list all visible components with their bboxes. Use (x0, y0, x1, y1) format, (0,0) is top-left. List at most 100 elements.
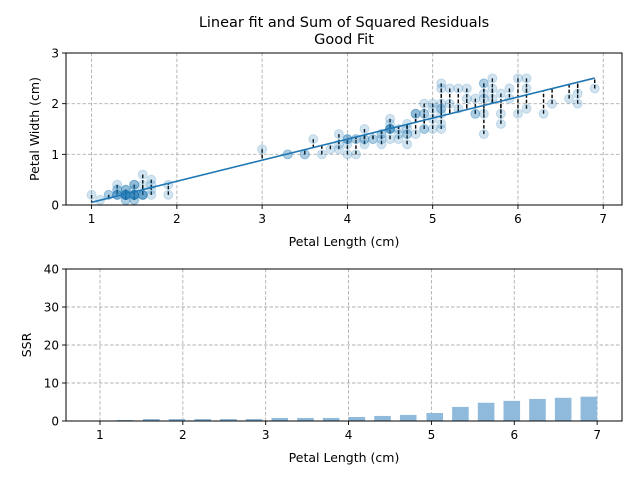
ssr-bar (116, 419, 134, 421)
y-tick-label: 3 (51, 47, 59, 61)
data-point (257, 144, 268, 155)
chart-title: Linear fit and Sum of Squared Residuals (199, 15, 489, 31)
ssr-bar (297, 417, 314, 421)
ssr-bar (271, 417, 289, 421)
ssr-bar (245, 418, 263, 421)
data-point (137, 169, 148, 180)
ssr-bar (529, 398, 546, 421)
data-point (325, 144, 336, 155)
data-point (589, 83, 600, 94)
data-point (495, 88, 506, 99)
data-point (402, 139, 413, 150)
y-tick-label: 0 (51, 199, 59, 213)
bottom-x-axis-label: Petal Length (cm) (289, 450, 400, 465)
data-point (436, 78, 447, 89)
data-point (146, 174, 157, 185)
x-tick-label: 6 (514, 212, 522, 226)
top-x-axis-label: Petal Length (cm) (289, 234, 400, 249)
data-point (385, 113, 396, 124)
data-point (521, 103, 532, 114)
data-point (487, 83, 498, 94)
data-point (86, 189, 97, 200)
data-point (129, 194, 140, 205)
data-point (308, 134, 319, 145)
data-point (376, 134, 387, 145)
data-point (564, 93, 575, 104)
data-point (419, 108, 430, 119)
data-point (470, 93, 481, 104)
data-point (163, 189, 174, 200)
data-point (419, 108, 430, 119)
x-tick-label: 2 (179, 428, 187, 442)
fit-line (91, 77, 595, 204)
data-point (359, 124, 370, 134)
data-point (495, 118, 506, 129)
data-point (393, 129, 404, 140)
data-point (572, 88, 583, 99)
data-point (120, 194, 131, 205)
y-tick-label: 0 (51, 415, 59, 429)
data-point (427, 103, 438, 114)
data-point (419, 124, 430, 134)
data-point (453, 83, 464, 94)
y-tick-label: 20 (44, 339, 59, 353)
data-point (129, 194, 140, 205)
data-point (359, 139, 370, 150)
ssr-bar (194, 418, 212, 421)
data-point (444, 83, 455, 94)
data-point (410, 129, 421, 140)
y-tick-label: 10 (44, 377, 59, 391)
data-point (572, 98, 583, 109)
data-point (436, 103, 447, 114)
data-point (512, 73, 523, 84)
x-tick-label: 5 (428, 428, 436, 442)
ssr-bar (348, 416, 366, 421)
data-point (120, 194, 131, 205)
ssr-bar (374, 415, 391, 421)
top-y-axis-label: Petal Width (cm) (27, 77, 42, 181)
data-point (146, 189, 157, 200)
ssr-bar (554, 397, 572, 421)
data-point (112, 184, 123, 195)
data-point (333, 129, 344, 140)
y-tick-label: 30 (44, 301, 59, 315)
ssr-bar (143, 418, 160, 421)
data-point (410, 108, 421, 119)
x-tick-label: 5 (429, 212, 437, 226)
data-point (504, 83, 515, 94)
x-tick-label: 3 (262, 428, 270, 442)
data-point (512, 108, 523, 119)
data-point (402, 129, 413, 140)
data-point (367, 134, 378, 145)
ssr-bar (168, 418, 186, 421)
x-tick-label: 6 (510, 428, 518, 442)
data-point (436, 124, 447, 134)
data-point (333, 144, 344, 155)
x-tick-label: 1 (96, 428, 104, 442)
axes-frame (65, 52, 623, 206)
data-point (419, 124, 430, 134)
data-point (521, 83, 532, 94)
ssr-bar (503, 400, 521, 421)
data-point (470, 108, 481, 119)
data-point (436, 103, 447, 114)
data-point (470, 108, 481, 119)
data-point (137, 179, 148, 190)
data-point (521, 73, 532, 84)
ssr-bar (452, 406, 469, 421)
x-tick-label: 7 (593, 428, 601, 442)
x-tick-label: 3 (258, 212, 266, 226)
data-point (478, 108, 489, 119)
data-point (478, 88, 489, 99)
data-point (427, 98, 438, 109)
data-point (427, 124, 438, 134)
data-point (478, 129, 489, 140)
data-point (410, 108, 421, 119)
data-point (112, 179, 123, 190)
data-point (342, 149, 353, 160)
axes-frame (65, 268, 623, 422)
data-point (367, 134, 378, 145)
data-point (538, 108, 549, 119)
data-point (129, 179, 140, 190)
data-point (444, 98, 455, 109)
